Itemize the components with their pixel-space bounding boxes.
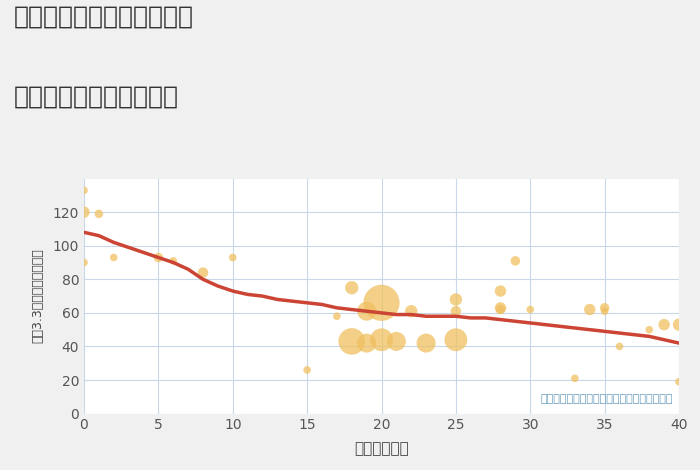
Text: 築年数別中古戸建て価格: 築年数別中古戸建て価格: [14, 85, 179, 109]
Y-axis label: 坪（3.3㎡）単価（万円）: 坪（3.3㎡）単価（万円）: [32, 249, 44, 344]
Point: [391, 337, 402, 345]
Point: [346, 337, 357, 345]
Point: [525, 306, 536, 313]
Point: [450, 296, 461, 303]
Point: [644, 326, 655, 333]
Point: [569, 375, 580, 382]
Point: [673, 321, 685, 329]
Point: [361, 339, 372, 347]
Point: [495, 304, 506, 312]
Point: [450, 336, 461, 344]
Point: [302, 366, 313, 374]
Point: [346, 284, 357, 291]
Point: [584, 306, 595, 313]
Point: [599, 304, 610, 312]
Point: [153, 254, 164, 261]
Point: [168, 257, 179, 265]
Point: [495, 287, 506, 295]
Point: [108, 254, 119, 261]
Point: [614, 343, 625, 350]
Point: [421, 339, 432, 347]
Point: [93, 210, 104, 218]
Point: [361, 307, 372, 315]
Point: [197, 269, 209, 276]
Point: [78, 187, 90, 194]
Point: [406, 307, 417, 315]
X-axis label: 築年数（年）: 築年数（年）: [354, 441, 409, 456]
Text: 奈良県奈良市阿字万字町の: 奈良県奈良市阿字万字町の: [14, 5, 194, 29]
Point: [78, 208, 90, 216]
Point: [78, 259, 90, 266]
Point: [659, 321, 670, 329]
Text: 円の大きさは、取引のあった物件面積を示す: 円の大きさは、取引のあった物件面積を示す: [540, 394, 673, 404]
Point: [599, 307, 610, 315]
Point: [450, 307, 461, 315]
Point: [510, 257, 521, 265]
Point: [376, 299, 387, 306]
Point: [376, 336, 387, 344]
Point: [331, 313, 342, 320]
Point: [495, 306, 506, 313]
Point: [673, 378, 685, 385]
Point: [227, 254, 238, 261]
